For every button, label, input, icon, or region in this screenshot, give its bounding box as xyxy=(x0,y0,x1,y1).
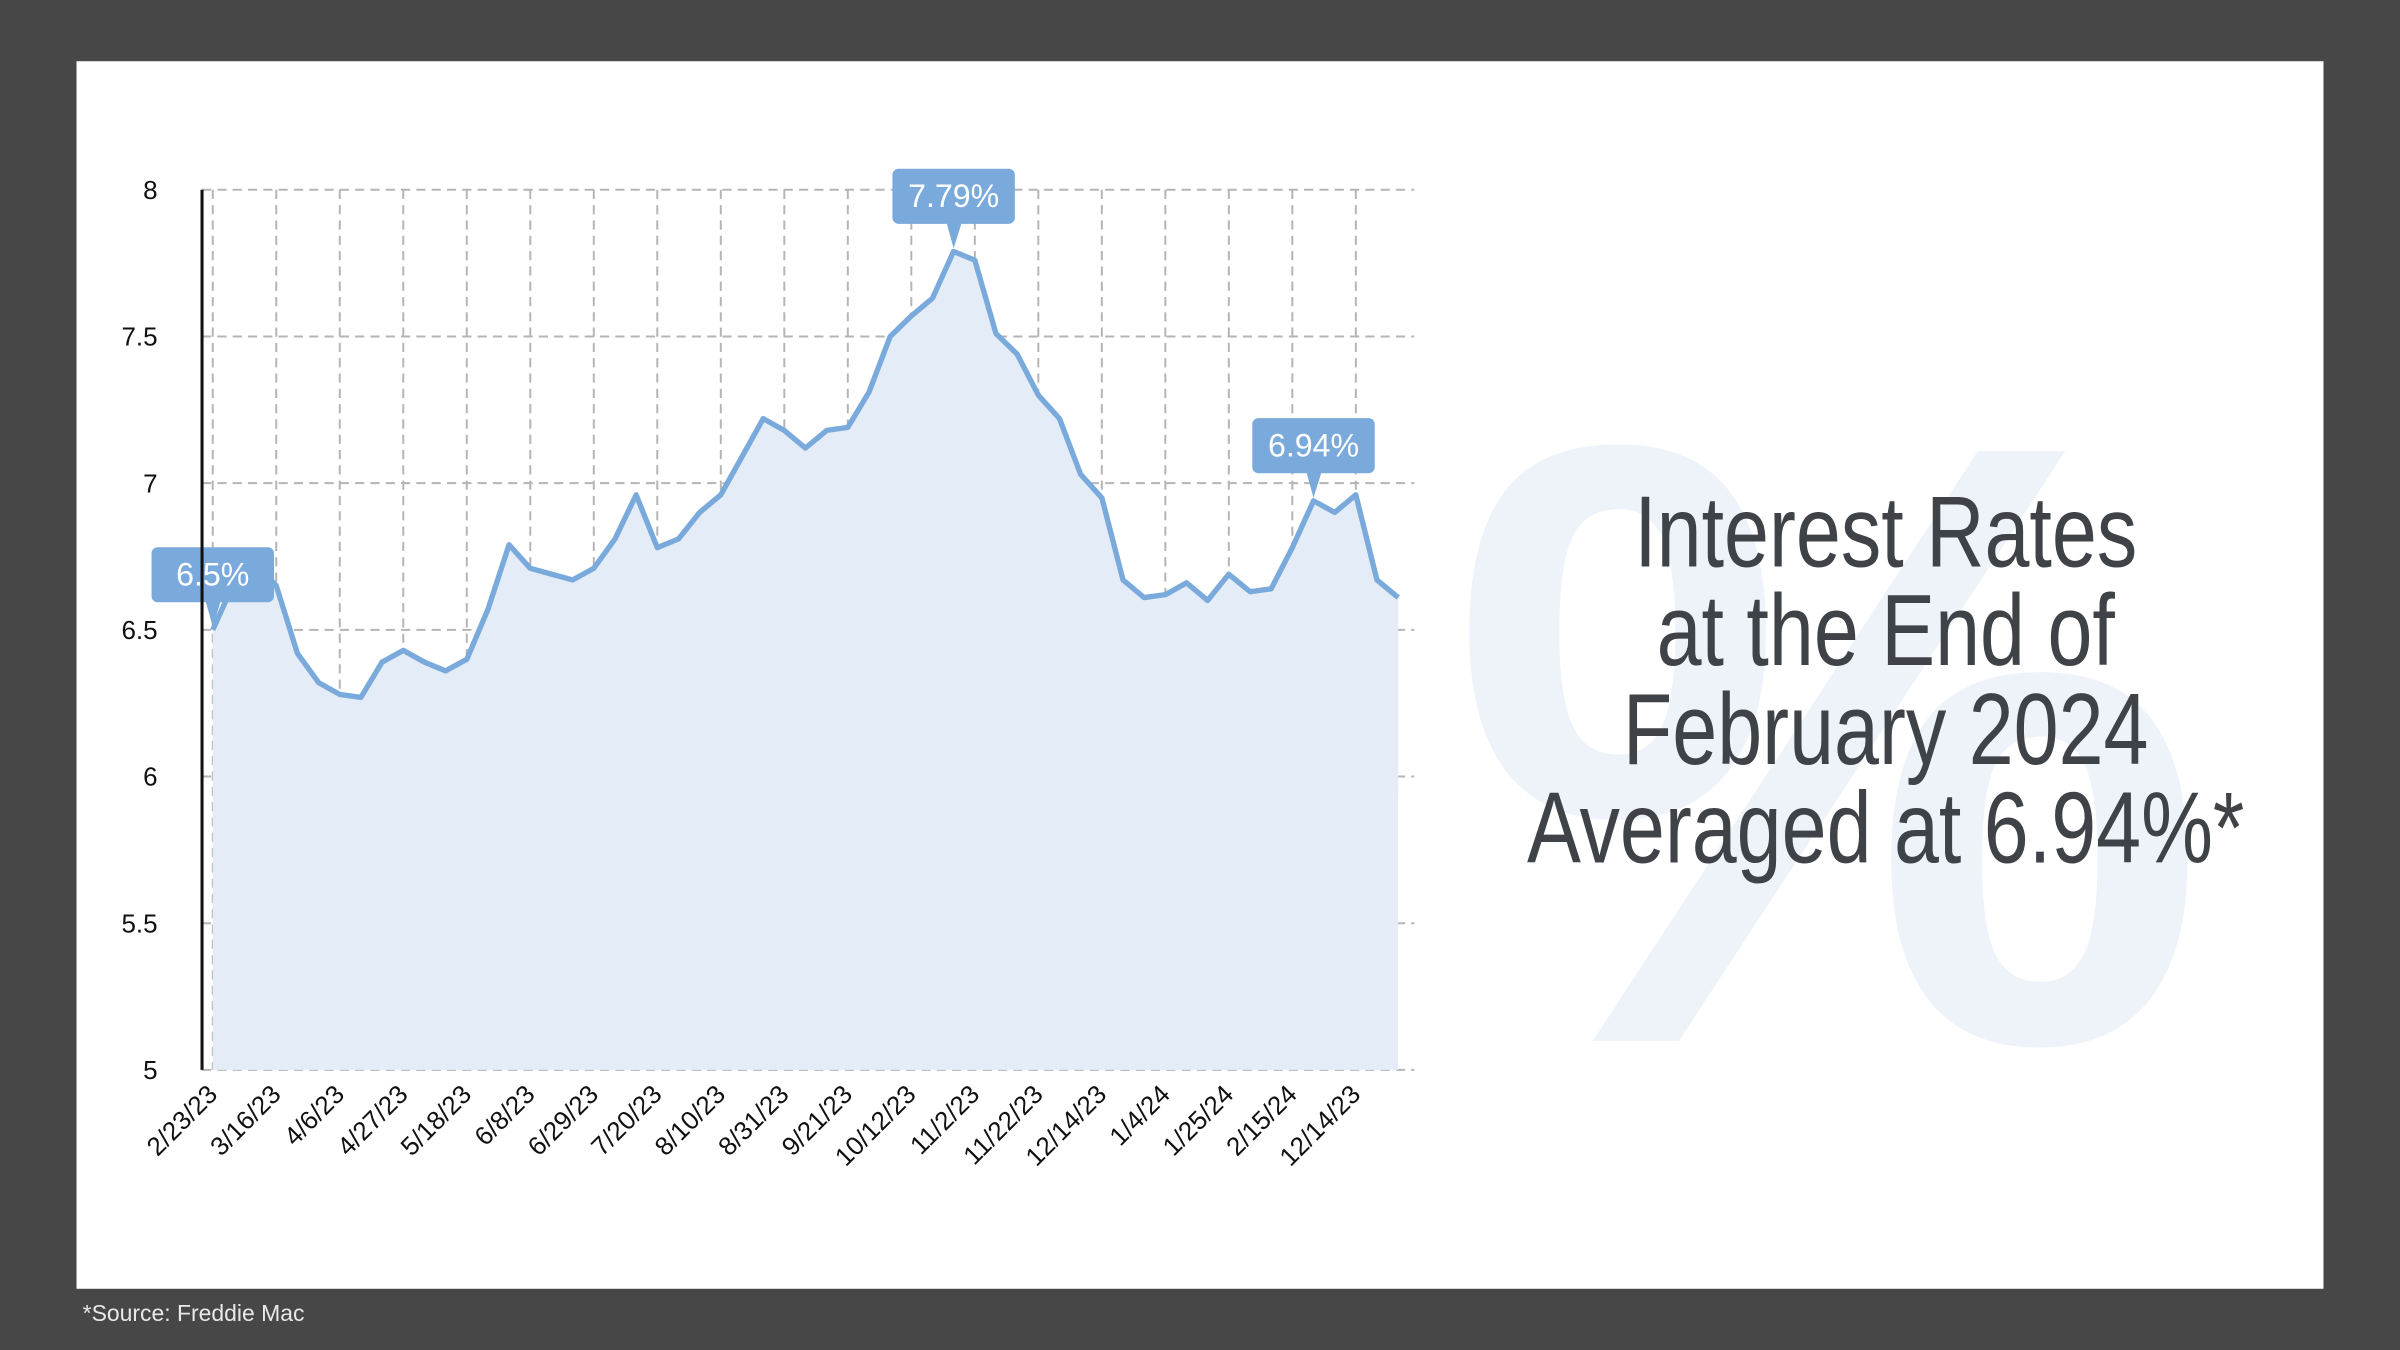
value-label: 6.94% xyxy=(1268,427,1359,463)
callout-box xyxy=(151,547,274,603)
y-tick-label: 7.5 xyxy=(121,322,157,352)
title-line: at the End of xyxy=(1657,574,2116,687)
y-tick-label: 8 xyxy=(143,175,157,205)
line xyxy=(210,248,1400,701)
callout-box xyxy=(892,168,1015,224)
watermark: % xyxy=(1448,265,2210,1223)
y-tick-label: 5 xyxy=(143,1055,157,1085)
y-tick-label: 6.5 xyxy=(121,615,157,645)
callout-box xyxy=(205,599,221,627)
callout-box xyxy=(1252,418,1375,474)
y-tick-label: 7 xyxy=(143,468,157,498)
title-line: Interest Rates xyxy=(1634,476,2137,589)
callout-box xyxy=(945,220,962,249)
callout-box xyxy=(1305,470,1322,498)
y-tick-label: 6 xyxy=(143,762,157,792)
title-line: February 2024 xyxy=(1623,673,2149,786)
title-line: Averaged at 6.94%* xyxy=(1527,772,2244,885)
source-note: *Source: Freddie Mac xyxy=(83,1300,305,1326)
area xyxy=(212,251,1399,1070)
value-label: 6.5% xyxy=(176,556,249,592)
y-tick-label: 5.5 xyxy=(121,908,157,938)
value-label: 7.79% xyxy=(908,178,999,214)
